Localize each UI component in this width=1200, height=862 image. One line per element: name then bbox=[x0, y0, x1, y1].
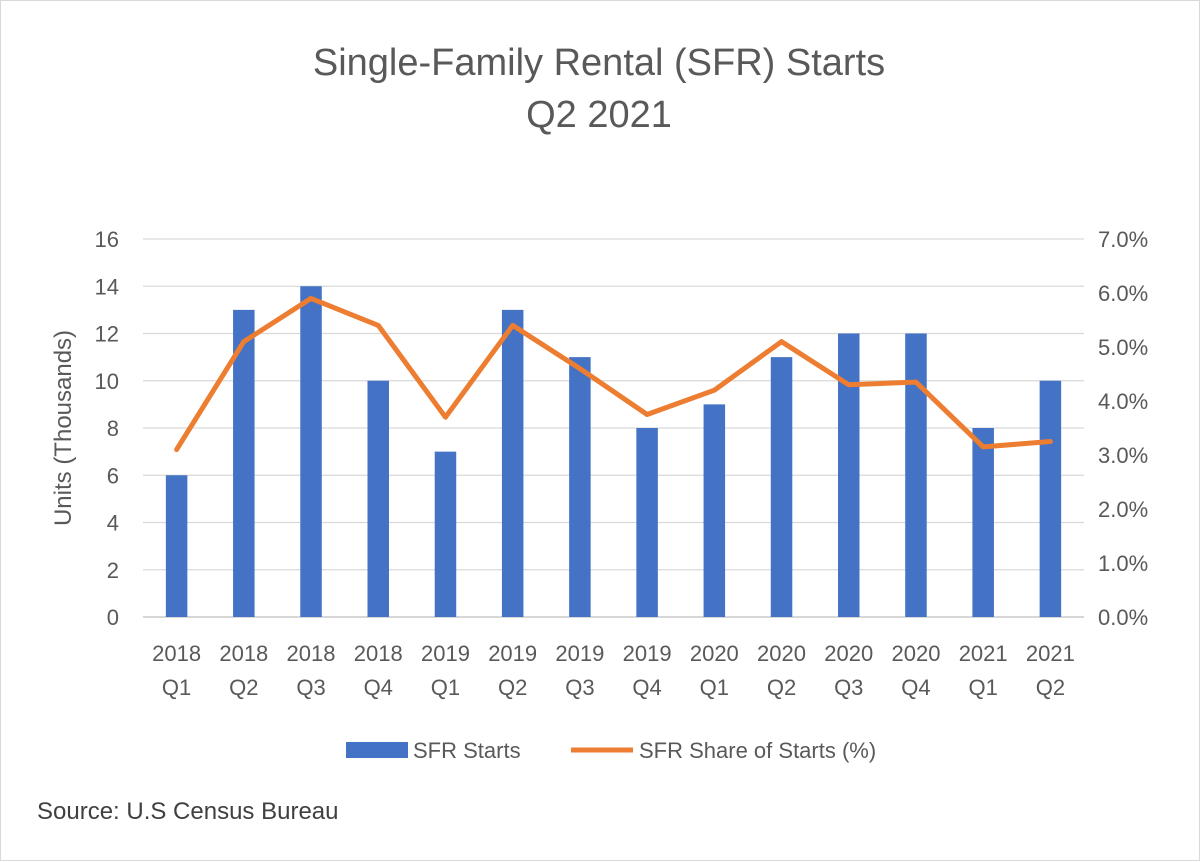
y-tick-label: 10 bbox=[95, 369, 119, 394]
legend: SFR Starts SFR Share of Starts (%) bbox=[346, 738, 876, 763]
x-tick-label-quarter: Q3 bbox=[565, 675, 594, 700]
bar-series bbox=[166, 286, 1061, 617]
bar bbox=[838, 334, 860, 618]
left-axis: 0 2 4 6 8 10 12 14 16 Units (Thousands) bbox=[50, 227, 119, 630]
x-tick-label-year: 2020 bbox=[757, 641, 806, 666]
x-tick-label-year: 2018 bbox=[287, 641, 336, 666]
bar bbox=[636, 428, 658, 617]
legend-label-line: SFR Share of Starts (%) bbox=[639, 738, 876, 763]
chart-title-line-1: Single-Family Rental (SFR) Starts bbox=[313, 42, 885, 84]
bar bbox=[972, 428, 994, 617]
y-tick-label: 16 bbox=[95, 227, 119, 252]
x-tick-label-year: 2020 bbox=[824, 641, 873, 666]
x-tick-label-year: 2021 bbox=[1026, 641, 1075, 666]
x-tick-label-quarter: Q1 bbox=[968, 675, 997, 700]
y-tick-label: 8 bbox=[107, 416, 119, 441]
bar bbox=[704, 404, 726, 617]
x-tick-label-quarter: Q2 bbox=[767, 675, 796, 700]
bar bbox=[367, 381, 389, 617]
x-tick-label-quarter: Q2 bbox=[1036, 675, 1065, 700]
y-tick-label: 14 bbox=[95, 274, 119, 299]
legend-label-bar: SFR Starts bbox=[413, 738, 521, 763]
x-tick-label-quarter: Q1 bbox=[162, 675, 191, 700]
y-axis-title: Units (Thousands) bbox=[50, 330, 77, 526]
bar bbox=[166, 475, 188, 617]
chart-title: Single-Family Rental (SFR) Starts Q2 2021 bbox=[313, 42, 885, 136]
x-tick-label-quarter: Q4 bbox=[364, 675, 393, 700]
y-tick-label: 6 bbox=[107, 463, 119, 488]
x-tick-label-quarter: Q4 bbox=[632, 675, 661, 700]
chart-title-line-2: Q2 2021 bbox=[526, 94, 672, 136]
x-tick-label-year: 2019 bbox=[623, 641, 672, 666]
right-axis: 0.0% 1.0% 2.0% 3.0% 4.0% 5.0% 6.0% 7.0% bbox=[1098, 227, 1148, 630]
y-tick-label: 12 bbox=[95, 322, 119, 347]
source-note: Source: U.S Census Bureau bbox=[37, 798, 339, 825]
y-tick-label: 2 bbox=[107, 558, 119, 583]
y2-tick-label: 0.0% bbox=[1098, 605, 1148, 630]
bar bbox=[300, 286, 322, 617]
x-tick-label-year: 2019 bbox=[555, 641, 604, 666]
x-tick-label-year: 2018 bbox=[219, 641, 268, 666]
x-tick-label-year: 2018 bbox=[152, 641, 201, 666]
bar bbox=[1040, 381, 1062, 617]
x-tick-label-year: 2018 bbox=[354, 641, 403, 666]
bar bbox=[435, 452, 457, 617]
y2-tick-label: 3.0% bbox=[1098, 443, 1148, 468]
x-tick-label-year: 2019 bbox=[488, 641, 537, 666]
y2-tick-label: 2.0% bbox=[1098, 497, 1148, 522]
x-tick-label-year: 2020 bbox=[891, 641, 940, 666]
bar bbox=[502, 310, 524, 617]
y2-tick-label: 6.0% bbox=[1098, 281, 1148, 306]
x-tick-label-quarter: Q4 bbox=[901, 675, 930, 700]
bar bbox=[569, 357, 591, 617]
y2-tick-label: 1.0% bbox=[1098, 551, 1148, 576]
x-tick-label-quarter: Q3 bbox=[296, 675, 325, 700]
x-tick-label-quarter: Q1 bbox=[431, 675, 460, 700]
x-tick-label-year: 2020 bbox=[690, 641, 739, 666]
bar bbox=[905, 334, 927, 618]
bar bbox=[771, 357, 793, 617]
x-tick-label-quarter: Q2 bbox=[229, 675, 258, 700]
y-tick-label: 0 bbox=[107, 605, 119, 630]
x-tick-label-year: 2021 bbox=[959, 641, 1008, 666]
y2-tick-label: 4.0% bbox=[1098, 389, 1148, 414]
y2-tick-label: 5.0% bbox=[1098, 335, 1148, 360]
x-tick-label-year: 2019 bbox=[421, 641, 470, 666]
x-tick-label-quarter: Q2 bbox=[498, 675, 527, 700]
y-tick-label: 4 bbox=[107, 511, 119, 536]
x-tick-label-quarter: Q1 bbox=[700, 675, 729, 700]
gridlines bbox=[143, 239, 1084, 617]
legend-swatch-bar bbox=[346, 742, 408, 758]
x-tick-label-quarter: Q3 bbox=[834, 675, 863, 700]
x-axis: 2018 Q1 2018 Q2 2018 Q3 2018 Q4 2019 Q1 2019 Q2 2019… bbox=[152, 641, 1075, 700]
y2-tick-label: 7.0% bbox=[1098, 227, 1148, 252]
